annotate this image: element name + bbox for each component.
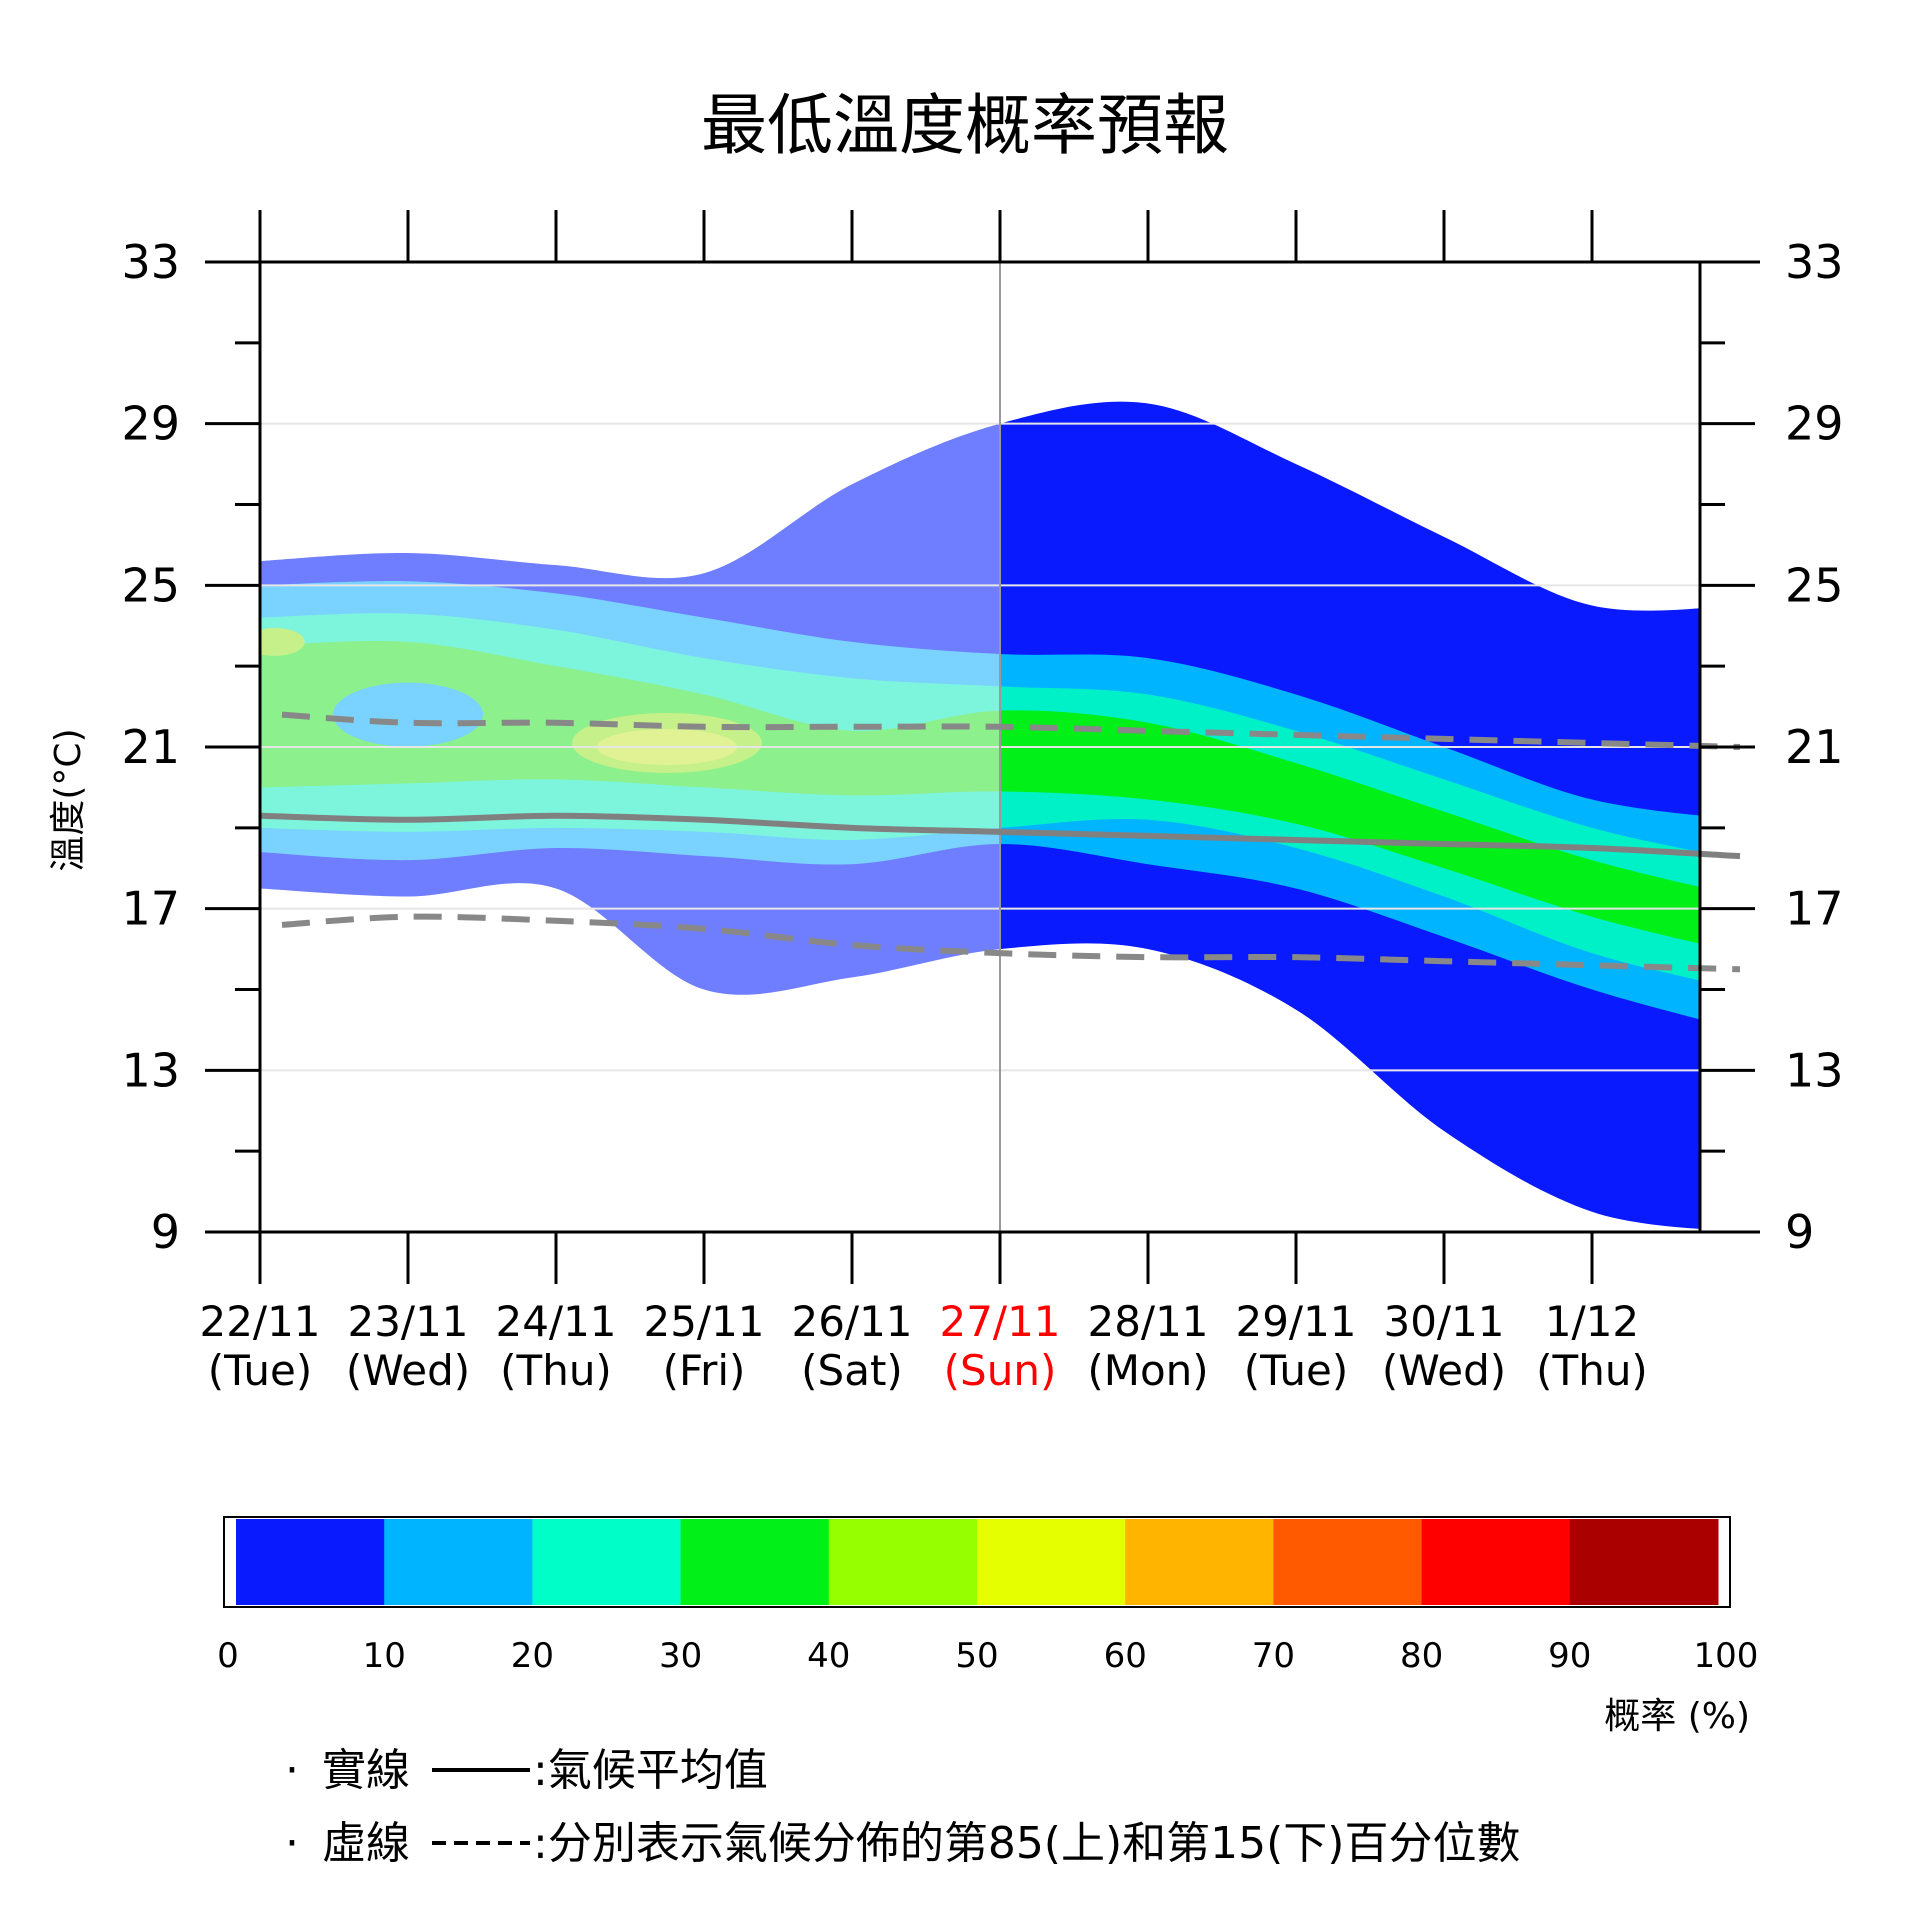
colorbar-tick-label: 90	[1548, 1636, 1591, 1676]
x-tick-day: (Wed)	[1382, 1346, 1506, 1395]
x-tick-date: 24/11	[495, 1297, 616, 1346]
x-tick-day: (Tue)	[1244, 1346, 1349, 1395]
legend-solid-description: :氣候平均值	[533, 1745, 768, 1796]
colorbar-tick-label: 40	[807, 1636, 850, 1676]
legend: · 實線 :氣候平均值 · 虛線 :分別表示氣候分佈的第85(上)和第15(下)…	[285, 1745, 1520, 1869]
colorbar-segment	[1569, 1519, 1719, 1605]
x-tick-date: 25/11	[643, 1297, 764, 1346]
y-tick-label-left: 17	[121, 882, 180, 936]
x-tick-day: (Thu)	[500, 1346, 612, 1395]
colorbar-tick-label: 80	[1400, 1636, 1443, 1676]
x-tick-day: (Wed)	[346, 1346, 470, 1395]
climate-p85-line	[281, 711, 1741, 750]
x-tick-date: 29/11	[1235, 1297, 1356, 1346]
x-tick-date: 1/12	[1545, 1297, 1639, 1346]
x-tick-date: 28/11	[1087, 1297, 1208, 1346]
legend-dashed-description: :分別表示氣候分佈的第85(上)和第15(下)百分位數	[533, 1818, 1520, 1869]
chart-title: 最低溫度概率預報	[701, 87, 1229, 164]
legend-dashed-name: 虛線	[322, 1818, 410, 1869]
forecast-period-bands	[1000, 401, 1700, 1229]
colorbar-tick-label: 0	[217, 1636, 239, 1676]
y-tick-label-left: 9	[151, 1205, 180, 1259]
colorbar-segment	[1125, 1519, 1274, 1605]
colorbar-segment	[977, 1519, 1126, 1605]
y-axis-label: 溫度(°C)	[48, 728, 89, 871]
legend-dashed-bullet: ·	[285, 1818, 299, 1869]
colorbar-tick-label: 70	[1252, 1636, 1295, 1676]
colorbar-tick-label: 30	[659, 1636, 702, 1676]
past-period-bands	[260, 423, 1000, 995]
y-tick-label-right: 17	[1785, 882, 1844, 936]
climate-lines	[259, 711, 1741, 973]
colorbar-segment	[236, 1519, 385, 1605]
legend-solid-name: 實線	[322, 1745, 410, 1796]
y-tick-label-right: 21	[1785, 720, 1844, 774]
y-tick-label-right: 13	[1785, 1043, 1844, 1097]
x-tick-day: (Thu)	[1536, 1346, 1648, 1395]
x-tick-day: (Mon)	[1087, 1346, 1208, 1395]
y-tick-label-left: 25	[121, 558, 180, 612]
band-30-40%-forecast	[1000, 710, 1700, 944]
colorbar-tick-label: 60	[1104, 1636, 1147, 1676]
y-tick-label-right: 33	[1785, 235, 1844, 289]
legend-solid-bullet: ·	[285, 1745, 299, 1796]
probability-bands	[260, 401, 1700, 1229]
colorbar-segment	[680, 1519, 830, 1605]
y-tick-label-right: 25	[1785, 558, 1844, 612]
colorbar-tick-label: 50	[955, 1636, 998, 1676]
colorbar-segment	[1273, 1519, 1423, 1605]
colorbar-segment	[384, 1519, 533, 1605]
colorbar-unit-label: 概率 (%)	[1604, 1696, 1750, 1737]
y-tick-label-right: 9	[1785, 1205, 1814, 1259]
colorbar-tick-label: 100	[1694, 1636, 1759, 1676]
x-tick-date: 30/11	[1383, 1297, 1504, 1346]
axes	[205, 210, 1760, 1284]
y-tick-label-left: 21	[121, 720, 180, 774]
y-tick-label-left: 13	[121, 1043, 180, 1097]
band-10-20-blob	[333, 682, 483, 747]
x-tick-date: 26/11	[791, 1297, 912, 1346]
climate-mean-line	[259, 812, 1741, 860]
colorbar-tick-label: 10	[363, 1636, 406, 1676]
y-tick-label-left: 33	[121, 235, 180, 289]
band-40-50-edge	[260, 627, 305, 656]
x-tick-day: (Tue)	[208, 1346, 313, 1395]
x-tick-date: 27/11	[939, 1297, 1060, 1346]
colorbar: 0 10 20 30 40 50 60 70 80 90 100	[217, 1516, 1759, 1676]
colorbar-segment	[828, 1519, 978, 1605]
x-tick-date: 23/11	[347, 1297, 468, 1346]
y-tick-label-left: 29	[121, 397, 180, 451]
grid-lines	[260, 262, 1700, 1232]
climate-p15-line	[281, 913, 1741, 973]
x-tick-day: (Sun)	[944, 1346, 1057, 1395]
x-tick-day: (Sat)	[801, 1346, 903, 1395]
colorbar-tick-label: 20	[511, 1636, 554, 1676]
colorbar-segment	[532, 1519, 682, 1605]
colorbar-segment	[1421, 1519, 1571, 1605]
x-tick-day: (Fri)	[663, 1346, 746, 1395]
y-tick-label-right: 29	[1785, 397, 1844, 451]
x-tick-date: 22/11	[199, 1297, 320, 1346]
